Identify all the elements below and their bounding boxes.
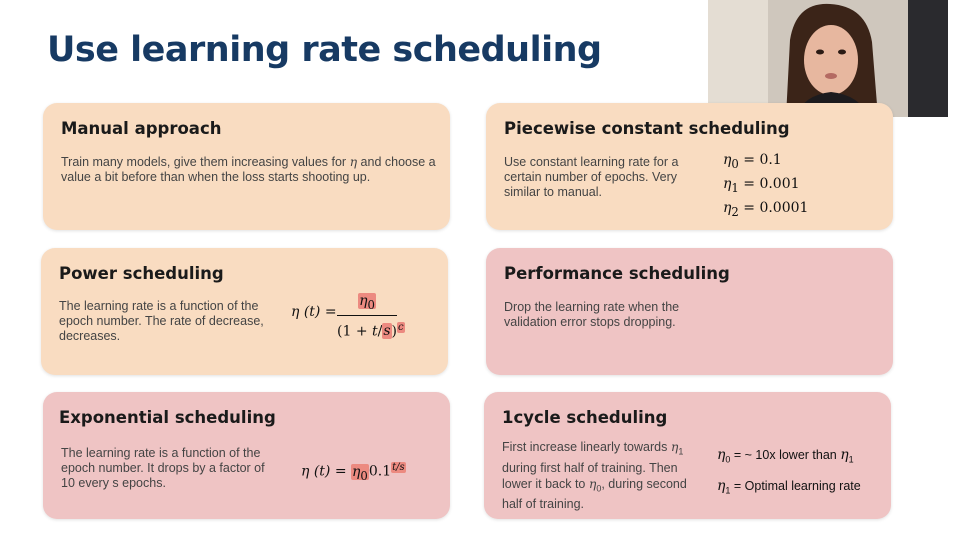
- presenter-webcam: [708, 0, 948, 117]
- page-title: Use learning rate scheduling: [47, 30, 602, 70]
- manual-text-part: and choose a value a bit before than whe…: [61, 155, 436, 184]
- card-exponential-title: Exponential scheduling: [59, 408, 276, 427]
- card-power-text: The learning rate is a function of the e…: [59, 299, 264, 343]
- card-piecewise-text: Use constant learning rate for a certain…: [504, 155, 679, 199]
- card-performance-scheduling: Performance scheduling Drop the learning…: [486, 248, 893, 375]
- power-formula: η (t) = η0 (1 + t/s)c: [291, 293, 421, 340]
- card-performance-title: Performance scheduling: [504, 264, 730, 283]
- card-power-title: Power scheduling: [59, 264, 224, 283]
- card-1cycle-text: First increase linearly towards η1 durin…: [502, 439, 687, 511]
- card-1cycle-title: 1cycle scheduling: [502, 408, 668, 427]
- card-manual-text: Train many models, give them increasing …: [61, 154, 436, 185]
- power-formula-lhs: η (t) =: [291, 304, 337, 320]
- exponential-formula: η (t) = η00.1t/s: [301, 462, 406, 483]
- piecewise-eq-1: η1 = 0.001: [723, 175, 800, 195]
- card-piecewise-constant: Piecewise constant scheduling Use consta…: [486, 103, 893, 230]
- presenter-video-icon: [708, 0, 948, 117]
- manual-text-part: Train many models, give them increasing …: [61, 155, 350, 169]
- card-exponential-text: The learning rate is a function of the e…: [61, 446, 265, 490]
- piecewise-equations: η0 = 0.1 η1 = 0.001 η2 = 0.0001: [723, 150, 808, 221]
- exponential-eta0: η0: [351, 463, 369, 483]
- 1cycle-eq-1: η1 = Optimal learning rate: [717, 477, 861, 496]
- card-exponential-scheduling: Exponential scheduling The learning rate…: [43, 392, 450, 519]
- card-power-scheduling: Power scheduling The learning rate is a …: [41, 248, 448, 375]
- card-manual-approach: Manual approach Train many models, give …: [43, 103, 450, 230]
- piecewise-eq-0: η0 = 0.1: [723, 152, 782, 171]
- card-1cycle-scheduling: 1cycle scheduling First increase linearl…: [484, 392, 891, 519]
- card-piecewise-title: Piecewise constant scheduling: [504, 119, 790, 138]
- card-performance-text: Drop the learning rate when the validati…: [504, 300, 680, 329]
- power-fraction: η0 (1 + t/s)c: [337, 293, 405, 340]
- 1cycle-eq-0: η0 = ~ 10x lower than η1: [717, 447, 854, 465]
- manual-eta-symbol: η: [349, 154, 358, 169]
- card-manual-title: Manual approach: [61, 119, 222, 138]
- power-numerator: η0: [358, 293, 376, 312]
- piecewise-eq-2: η2 = 0.0001: [723, 199, 809, 219]
- 1cycle-equations: η0 = ~ 10x lower than η1 η1 = Optimal le…: [717, 442, 861, 503]
